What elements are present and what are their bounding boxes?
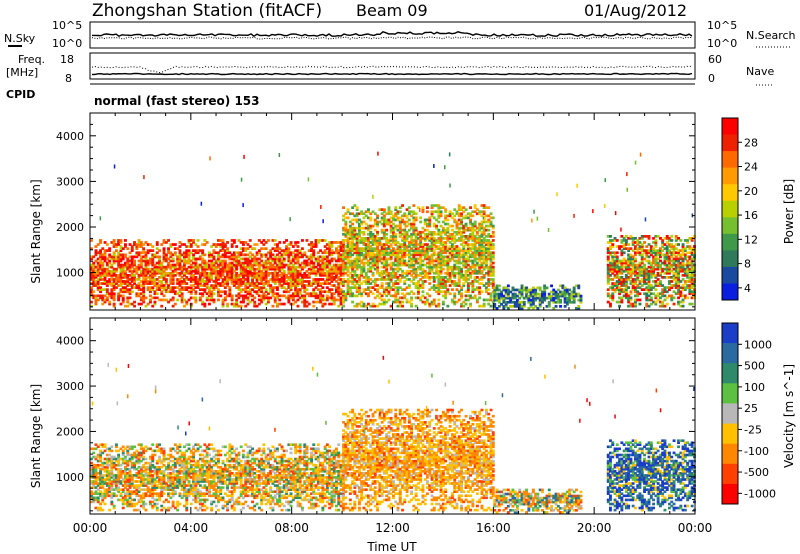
freq-frame [89,52,696,80]
colorbar-segment [722,363,738,384]
colorbar-tick-label: 8 [744,258,751,271]
nave-tick-bottom: 0 [708,72,715,85]
colorbar-tick-label: 28 [744,136,758,149]
colorbar-tick-label: 16 [744,209,758,222]
station-title: Zhongshan Station (fitACF) [92,1,322,21]
colorbar-segment [722,134,738,152]
colorbar-segment [722,200,738,218]
cpid-label: CPID [6,88,35,101]
nave-tick-top: 60 [708,53,722,66]
colorbar-segment [722,233,738,251]
colorbar-segment [722,266,738,284]
x-tick-label: 04:00 [174,521,209,535]
nsky-tick-bottom: 10^0 [52,37,82,50]
beam-label: Beam 09 [356,1,428,20]
nsearch-label: N.Search [746,29,796,42]
colorbar-segment [722,217,738,235]
colorbar-title: Power [dB] [782,179,796,244]
nsearch-trace [91,36,693,40]
freq-tick-bottom: 8 [65,72,72,85]
colorbar-segment [722,343,738,364]
colorbar-tick-label: 12 [744,233,758,246]
colorbar-segment [722,151,738,169]
colorbar-tick-label: -25 [744,423,762,436]
colorbar-segment [722,283,738,301]
colorbar: 1000 500 100 25 -25 -100 -500 -1000 Velocity [m … [721,322,796,505]
y-axis-title: Slant Range [km] [29,384,43,488]
colorbar-frame [721,117,739,301]
nsky-panel: N.Sky 10^5 10^0 10^5 10^0 N.Search [4,19,796,50]
colorbar-tick-label: 24 [744,161,758,174]
colorbar-tick-label: 100 [744,381,765,394]
colorbar-tick-label: -1000 [744,487,776,500]
colorbar-segment [722,118,738,135]
colorbar-segment [722,167,738,185]
colorbar-segment [722,483,738,505]
x-tick-label: 08:00 [274,521,309,535]
nsky-label: N.Sky [4,32,36,45]
x-tick-label: 12:00 [375,521,410,535]
scatter-cells [90,355,696,514]
nsky-frame [89,21,696,49]
colorbar-segment [722,443,738,465]
colorbar-tick-label: 1000 [744,338,772,351]
y-tick-label: 2000 [56,221,84,234]
colorbar-tick-label: -500 [744,466,769,479]
colorbar-tick-label: 4 [744,282,751,295]
x-tick-label: 20:00 [577,521,612,535]
colorbar-title: Velocity [m s^-1] [782,364,796,468]
x-tick-label: 00:00 [678,521,713,535]
x-tick-label: 00:00 [73,521,108,535]
colorbar-segment [722,250,738,268]
y-tick-label: 1000 [56,267,84,280]
cpid-panel: CPID normal (fast stereo) 153 [6,83,695,108]
colorbar-segment [722,423,738,445]
freq-tick-top: 18 [60,53,74,66]
nsky-tick-top: 10^5 [52,19,82,32]
colorbar-tick-label: 500 [744,360,765,373]
cpid-text: normal (fast stereo) 153 [94,94,260,108]
freq-trace [91,65,692,73]
freq-panel: Freq. [MHz] 18 8 60 0 Nave [6,52,774,86]
scatter-cells [90,151,696,310]
colorbar-segment [722,383,738,404]
y-tick-label: 1000 [56,471,84,484]
velocity-panel: 1000 2000 3000 4000 00:00 04:00 08:00 12:00 16:0… [29,317,796,535]
nave-label: Nave [746,65,774,78]
colorbar-segment [722,403,738,424]
nsearch-tick-top: 10^5 [707,19,737,32]
nsky-trace [92,31,693,38]
y-tick-label: 3000 [56,175,84,188]
y-tick-label: 3000 [56,380,84,393]
colorbar-segment [722,184,738,202]
freq-unit-label: [MHz] [6,66,38,79]
colorbar-segment [722,463,738,485]
colorbar-tick-label: -100 [744,445,769,458]
freq-label: Freq. [18,53,45,66]
colorbar: 28 24 20 16 12 8 4 Power [dB] [721,117,796,301]
colorbar-frame [721,322,739,505]
colorbar-tick-label: 20 [744,185,758,198]
colorbar-tick-label: 25 [744,402,758,415]
power-panel: 1000 2000 3000 4000 Slant Range [km] 28 24 20 16… [29,112,796,311]
x-axis-title: Time UT [366,540,417,554]
y-tick-label: 4000 [56,130,84,143]
y-tick-label: 4000 [56,335,84,348]
colorbar-segment [722,323,738,344]
x-tick-label: 16:00 [476,521,511,535]
nave-trace [91,72,693,76]
y-tick-label: 2000 [56,425,84,438]
nsearch-tick-bottom: 10^0 [707,37,737,50]
date-label: 01/Aug/2012 [584,1,687,20]
y-axis-title: Slant Range [km] [29,179,43,283]
